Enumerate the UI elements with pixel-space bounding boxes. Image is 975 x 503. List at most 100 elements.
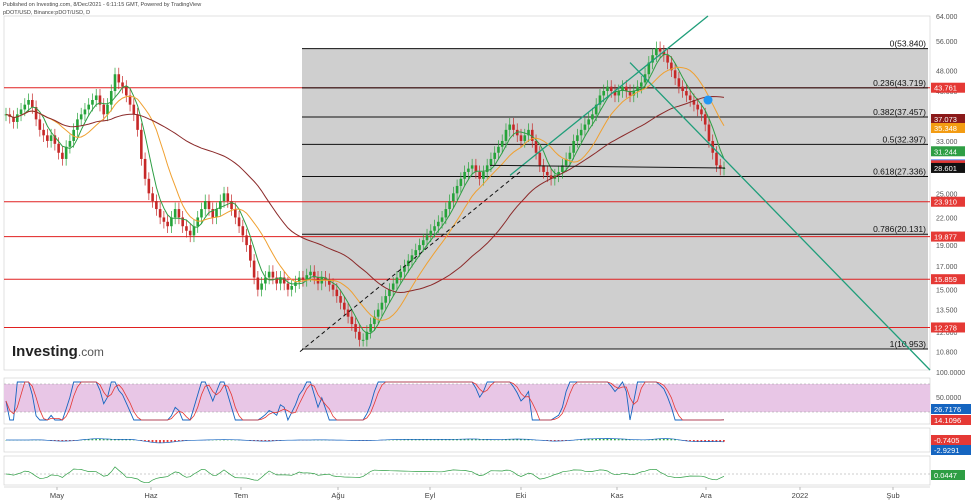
candle-167 bbox=[632, 91, 636, 96]
ma-orange bbox=[5, 66, 725, 321]
candle-87 bbox=[331, 284, 335, 290]
candle-103 bbox=[391, 283, 395, 290]
candle-51 bbox=[196, 217, 200, 227]
candle-31 bbox=[121, 82, 124, 87]
candle-158 bbox=[598, 95, 602, 105]
candle-26 bbox=[102, 104, 106, 115]
candle-131 bbox=[497, 146, 500, 153]
candle-47 bbox=[181, 217, 184, 227]
alert-marker bbox=[703, 95, 713, 105]
candle-41 bbox=[158, 209, 162, 218]
macd-bar-191 bbox=[723, 440, 725, 442]
price-badge-3 bbox=[931, 146, 965, 157]
fib-label-3: 0.5(32.397) bbox=[883, 134, 927, 144]
candle-11 bbox=[46, 135, 49, 141]
candle-66 bbox=[252, 260, 256, 278]
candle-125 bbox=[474, 165, 478, 172]
price-tick-9: 19.000 bbox=[936, 243, 958, 250]
candle-12 bbox=[49, 135, 53, 141]
macd-bar-68 bbox=[260, 440, 263, 442]
fib-label-6: 1(10.953) bbox=[890, 339, 927, 349]
candle-184 bbox=[696, 104, 699, 110]
macd-bar-123 bbox=[467, 439, 470, 441]
price-pane-frame bbox=[3, 15, 931, 371]
price-tick-13: 12.000 bbox=[936, 330, 958, 337]
macd-bar-23 bbox=[91, 439, 94, 441]
macd-bar-37 bbox=[144, 440, 146, 442]
oscillator-3-frame bbox=[3, 455, 931, 486]
candle-156 bbox=[591, 114, 594, 120]
candle-40 bbox=[155, 201, 158, 210]
candle-99 bbox=[376, 309, 380, 317]
candle-46 bbox=[177, 209, 181, 218]
candle-15 bbox=[61, 152, 64, 159]
macd-bar-46 bbox=[177, 440, 180, 442]
candle-148 bbox=[561, 165, 564, 172]
candle-79 bbox=[301, 277, 305, 280]
candle-102 bbox=[388, 289, 391, 297]
oscillator-3-badge-0 bbox=[931, 470, 965, 480]
oscillator-1-badge-1 bbox=[931, 415, 971, 425]
candle-127 bbox=[482, 171, 485, 179]
macd-bar-116 bbox=[441, 439, 443, 441]
macd-bar-103 bbox=[392, 439, 394, 441]
candle-63 bbox=[241, 226, 245, 236]
macd-line bbox=[6, 438, 725, 444]
candle-118 bbox=[448, 201, 451, 210]
candle-187 bbox=[707, 124, 711, 141]
price-badge-1 bbox=[931, 114, 965, 125]
candle-160 bbox=[606, 86, 609, 92]
macd-bar-128 bbox=[486, 439, 488, 441]
macd-bar-134 bbox=[508, 439, 511, 441]
candle-55 bbox=[211, 209, 215, 218]
macd-bar-177 bbox=[670, 439, 673, 441]
candle-112 bbox=[425, 235, 429, 241]
oscillator-3-badge-text-0: 0.0447 bbox=[934, 471, 957, 480]
macd-bar-44 bbox=[170, 440, 173, 442]
candle-80 bbox=[305, 275, 309, 280]
macd-bar-16 bbox=[65, 440, 67, 442]
candle-91 bbox=[346, 309, 350, 317]
price-badge-9 bbox=[931, 274, 965, 285]
candle-65 bbox=[249, 245, 252, 261]
candle-23 bbox=[91, 100, 94, 105]
candle-101 bbox=[384, 296, 387, 303]
oscillator-2-frame bbox=[3, 427, 931, 453]
candle-4 bbox=[19, 109, 23, 115]
price-badge-text-6: 28.601 bbox=[934, 164, 957, 173]
candle-108 bbox=[410, 255, 414, 261]
candle-48 bbox=[185, 226, 188, 231]
candle-60 bbox=[230, 201, 233, 210]
candle-113 bbox=[429, 230, 433, 236]
candle-147 bbox=[557, 171, 560, 176]
macd-bar-136 bbox=[516, 439, 519, 441]
macd-bar-158 bbox=[598, 438, 601, 441]
candle-100 bbox=[380, 302, 384, 310]
candle-20 bbox=[79, 114, 83, 120]
oscillator-1-tick-1: 50.0000 bbox=[936, 395, 961, 402]
candle-169 bbox=[639, 82, 643, 87]
x-tick-label-6: Kas bbox=[611, 491, 624, 500]
macd-bar-188 bbox=[711, 440, 714, 442]
candle-27 bbox=[106, 104, 109, 115]
candle-186 bbox=[703, 114, 707, 125]
macd-bar-156 bbox=[591, 439, 594, 441]
price-badge-7 bbox=[931, 196, 965, 207]
price-badge-text-10: 12.278 bbox=[934, 323, 957, 332]
candle-32 bbox=[124, 86, 128, 96]
macd-bar-31 bbox=[121, 439, 124, 441]
candle-152 bbox=[576, 135, 579, 141]
candle-116 bbox=[440, 217, 444, 222]
oscillator-2-badge-text-0: -0.7405 bbox=[934, 436, 959, 445]
candle-141 bbox=[534, 140, 538, 153]
macd-bar-39 bbox=[151, 440, 154, 443]
candle-183 bbox=[692, 100, 696, 105]
fib-label-0: 0(53.840) bbox=[890, 39, 927, 49]
x-tick-label-5: Eki bbox=[516, 491, 527, 500]
macd-bar-154 bbox=[583, 439, 586, 441]
candle-175 bbox=[662, 51, 666, 56]
candle-58 bbox=[222, 193, 226, 202]
candle-114 bbox=[433, 226, 436, 231]
candle-121 bbox=[459, 178, 463, 186]
